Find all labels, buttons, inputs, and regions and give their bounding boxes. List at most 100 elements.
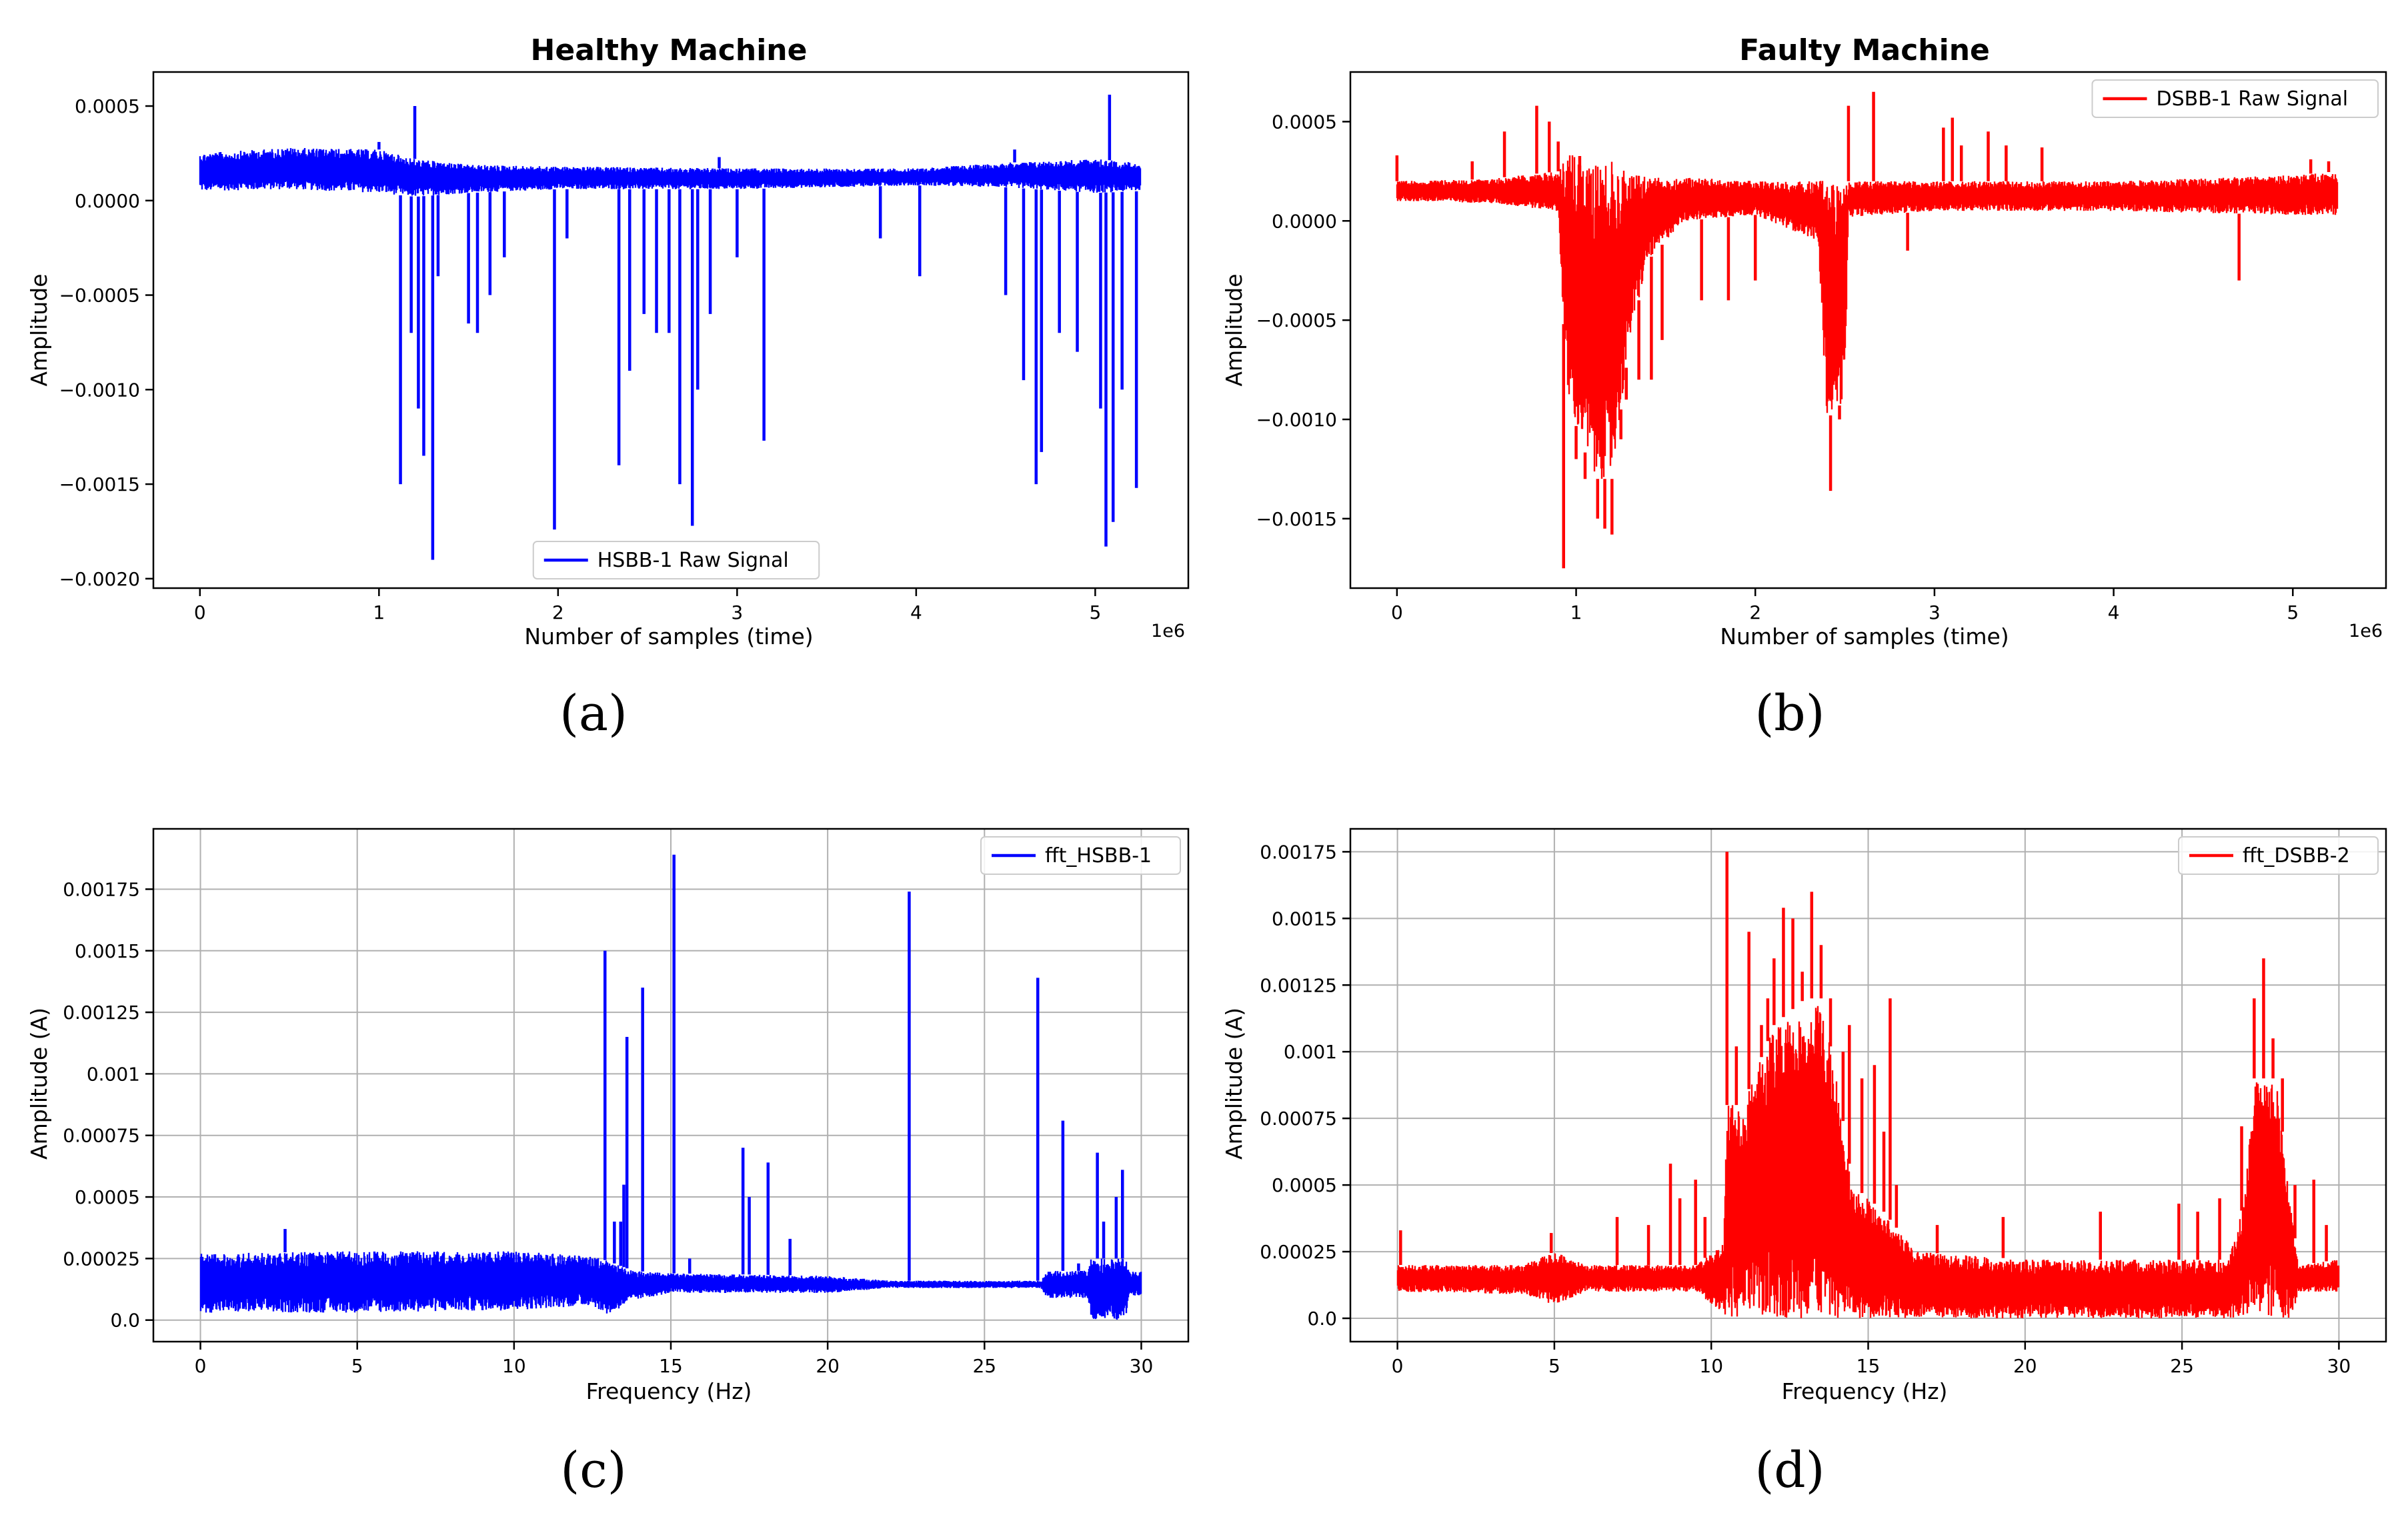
chart-d-ytick-label-6: 0.0015	[1272, 908, 1337, 930]
chart-c-legend-box	[980, 836, 1181, 875]
chart-b-ytick-label-4: 0.0005	[1272, 111, 1337, 133]
chart-b-ytick-label-3: 0.0000	[1272, 210, 1337, 232]
chart-a-ytick-label-2: −0.0010	[59, 379, 140, 401]
chart-d-ytick-label-5: 0.00125	[1260, 974, 1337, 996]
chart-d-xtick-label-4: 20	[2013, 1355, 2037, 1377]
chart-c-xtick-label-0: 0	[195, 1355, 207, 1377]
chart-a-xtick-label-3: 3	[731, 601, 743, 623]
chart-a-ylabel: Amplitude	[26, 273, 52, 386]
chart-d-legend: fft_DSBB-2	[2178, 836, 2379, 875]
chart-d-legend-box	[2178, 836, 2379, 875]
chart-b-xtick-label-1: 1	[1570, 601, 1582, 623]
chart-c-ytick-label-4: 0.001	[87, 1063, 140, 1085]
chart-b-xtick-label-5: 5	[2287, 601, 2299, 623]
chart-c-ytick-label-7: 0.00175	[63, 878, 140, 900]
chart-d-ytick-label-7: 0.00175	[1260, 841, 1337, 863]
chart-a-plot: 0 1 2 3 4 5 −0.0020 −0.0015 −0.0010 −0.0005 0.0000…	[59, 71, 1190, 623]
chart-c-legend-label: fft_HSBB-1	[1045, 844, 1152, 868]
chart-a-caption: (a)	[559, 685, 628, 742]
chart-c-ytick-label-6: 0.0015	[75, 940, 140, 962]
chart-d-xtick-label-3: 15	[1857, 1355, 1881, 1377]
chart-b-xlabel: Number of samples (time)	[1720, 623, 2009, 649]
chart-c-ylabel: Amplitude (A)	[26, 1008, 52, 1160]
chart-b-ytick-label-2: −0.0005	[1256, 309, 1337, 331]
chart-d-xtick-label-0: 0	[1392, 1355, 1404, 1377]
chart-c-xtick-label-4: 20	[816, 1355, 840, 1377]
chart-a-xtick-label-2: 2	[552, 601, 564, 623]
chart-d-caption: (d)	[1754, 1442, 1825, 1499]
chart-d-ylabel: Amplitude (A)	[1221, 1008, 1247, 1160]
chart-d-series-band	[1396, 1006, 2340, 1318]
chart-b-xtick-label-3: 3	[1929, 601, 1941, 623]
chart-d-xtick-label-5: 25	[2170, 1355, 2194, 1377]
panel-a: Healthy Machine 0 1 2 3 4 5 −0.0020 −0.0015 −0.0…	[26, 33, 1190, 742]
chart-a-legend: HSBB-1 Raw Signal	[532, 541, 820, 579]
chart-c-data	[199, 854, 1142, 1320]
chart-a-ytick-label-5: 0.0005	[75, 95, 140, 117]
panel-b: Faulty Machine 0 1 2 3 4 5 −0.0015 −0.0010 −0.00…	[1221, 33, 2387, 742]
chart-c-xtick-label-5: 25	[972, 1355, 996, 1377]
chart-d-xtick-label-2: 10	[1699, 1355, 1723, 1377]
chart-a-data	[199, 95, 1142, 560]
chart-b-xtick-label-2: 2	[1749, 601, 1761, 623]
chart-a-x-offset: 1e6	[1151, 621, 1185, 641]
chart-a-ytick-label-0: −0.0020	[59, 568, 140, 590]
chart-d-data	[1396, 852, 2340, 1318]
chart-d-xtick-label-1: 5	[1548, 1355, 1560, 1377]
chart-c-ytick-label-1: 0.00025	[63, 1248, 140, 1270]
chart-d-xtick-label-6: 30	[2327, 1355, 2351, 1377]
chart-c-xtick-label-3: 15	[659, 1355, 683, 1377]
chart-c-xtick-label-2: 10	[502, 1355, 526, 1377]
chart-b-ytick-label-1: −0.0010	[1256, 409, 1337, 431]
chart-b-legend-box	[2091, 79, 2379, 118]
chart-b-ytick-label-0: −0.0015	[1256, 508, 1337, 530]
chart-c-xtick-label-1: 5	[351, 1355, 363, 1377]
chart-a-series-band	[199, 148, 1142, 196]
chart-a-title: Healthy Machine	[531, 33, 808, 67]
chart-d-ytick-label-4: 0.001	[1284, 1041, 1337, 1063]
chart-b-legend: DSBB-1 Raw Signal	[2091, 79, 2379, 118]
chart-b-frame	[1349, 71, 2387, 589]
chart-c-xtick-label-6: 30	[1130, 1355, 1154, 1377]
chart-a-legend-label: HSBB-1 Raw Signal	[597, 549, 789, 572]
chart-c-ytick-label-3: 0.00075	[63, 1125, 140, 1147]
chart-d-ytick-label-0: 0.0	[1307, 1308, 1337, 1330]
chart-b-caption: (b)	[1754, 685, 1825, 742]
chart-b-legend-label: DSBB-1 Raw Signal	[2157, 87, 2349, 111]
chart-c-xlabel: Frequency (Hz)	[586, 1378, 752, 1404]
chart-a-xtick-label-5: 5	[1089, 601, 1101, 623]
chart-a-ytick-label-3: −0.0005	[59, 285, 140, 307]
chart-c-ytick-label-2: 0.0005	[75, 1186, 140, 1208]
chart-a-ytick-label-4: 0.0000	[75, 190, 140, 212]
chart-a-ytick-label-1: −0.0015	[59, 473, 140, 495]
panel-d: 0 5 10 15 20 25 30 0.0 0.00025 0.0005 0.00075 0.001…	[1221, 828, 2387, 1499]
chart-c-plot: 0 5 10 15 20 25 30 0.0 0.00025 0.0005 0.00075 0.001…	[63, 828, 1190, 1377]
chart-b-series-band	[1396, 155, 2339, 479]
chart-b-data	[1395, 91, 2339, 569]
panel-c: 0 5 10 15 20 25 30 0.0 0.00025 0.0005 0.00075 0.001…	[26, 828, 1190, 1499]
chart-b-xtick-label-0: 0	[1391, 601, 1403, 623]
chart-a-xtick-label-1: 1	[373, 601, 385, 623]
chart-b-xtick-label-4: 4	[2108, 601, 2120, 623]
chart-c-ytick-label-5: 0.00125	[63, 1002, 140, 1024]
chart-a-xlabel: Number of samples (time)	[524, 623, 813, 649]
chart-a-xtick-label-4: 4	[910, 601, 922, 623]
chart-c-ytick-label-0: 0.0	[110, 1310, 140, 1332]
chart-b-title: Faulty Machine	[1739, 33, 1990, 67]
chart-b-plot: 0 1 2 3 4 5 −0.0015 −0.0010 −0.0005 0.0000 0.0005 D…	[1256, 71, 2387, 623]
chart-c-caption: (c)	[560, 1442, 626, 1499]
chart-d-xlabel: Frequency (Hz)	[1782, 1378, 1948, 1404]
chart-d-ytick-label-2: 0.0005	[1272, 1174, 1337, 1196]
chart-c-legend: fft_HSBB-1	[980, 836, 1181, 875]
chart-b-x-offset: 1e6	[2349, 621, 2383, 641]
chart-d-ytick-label-1: 0.00025	[1260, 1241, 1337, 1263]
chart-d-plot: 0 5 10 15 20 25 30 0.0 0.00025 0.0005 0.00075 0.001…	[1260, 828, 2387, 1377]
chart-a-frame	[152, 71, 1190, 589]
chart-b-ylabel: Amplitude	[1221, 273, 1247, 386]
chart-a-xtick-label-0: 0	[194, 601, 206, 623]
chart-a-legend-box	[532, 541, 820, 579]
chart-d-legend-label: fft_DSBB-2	[2243, 844, 2350, 868]
chart-d-ytick-label-3: 0.00075	[1260, 1108, 1337, 1130]
chart-c-series-band	[199, 1251, 1142, 1320]
